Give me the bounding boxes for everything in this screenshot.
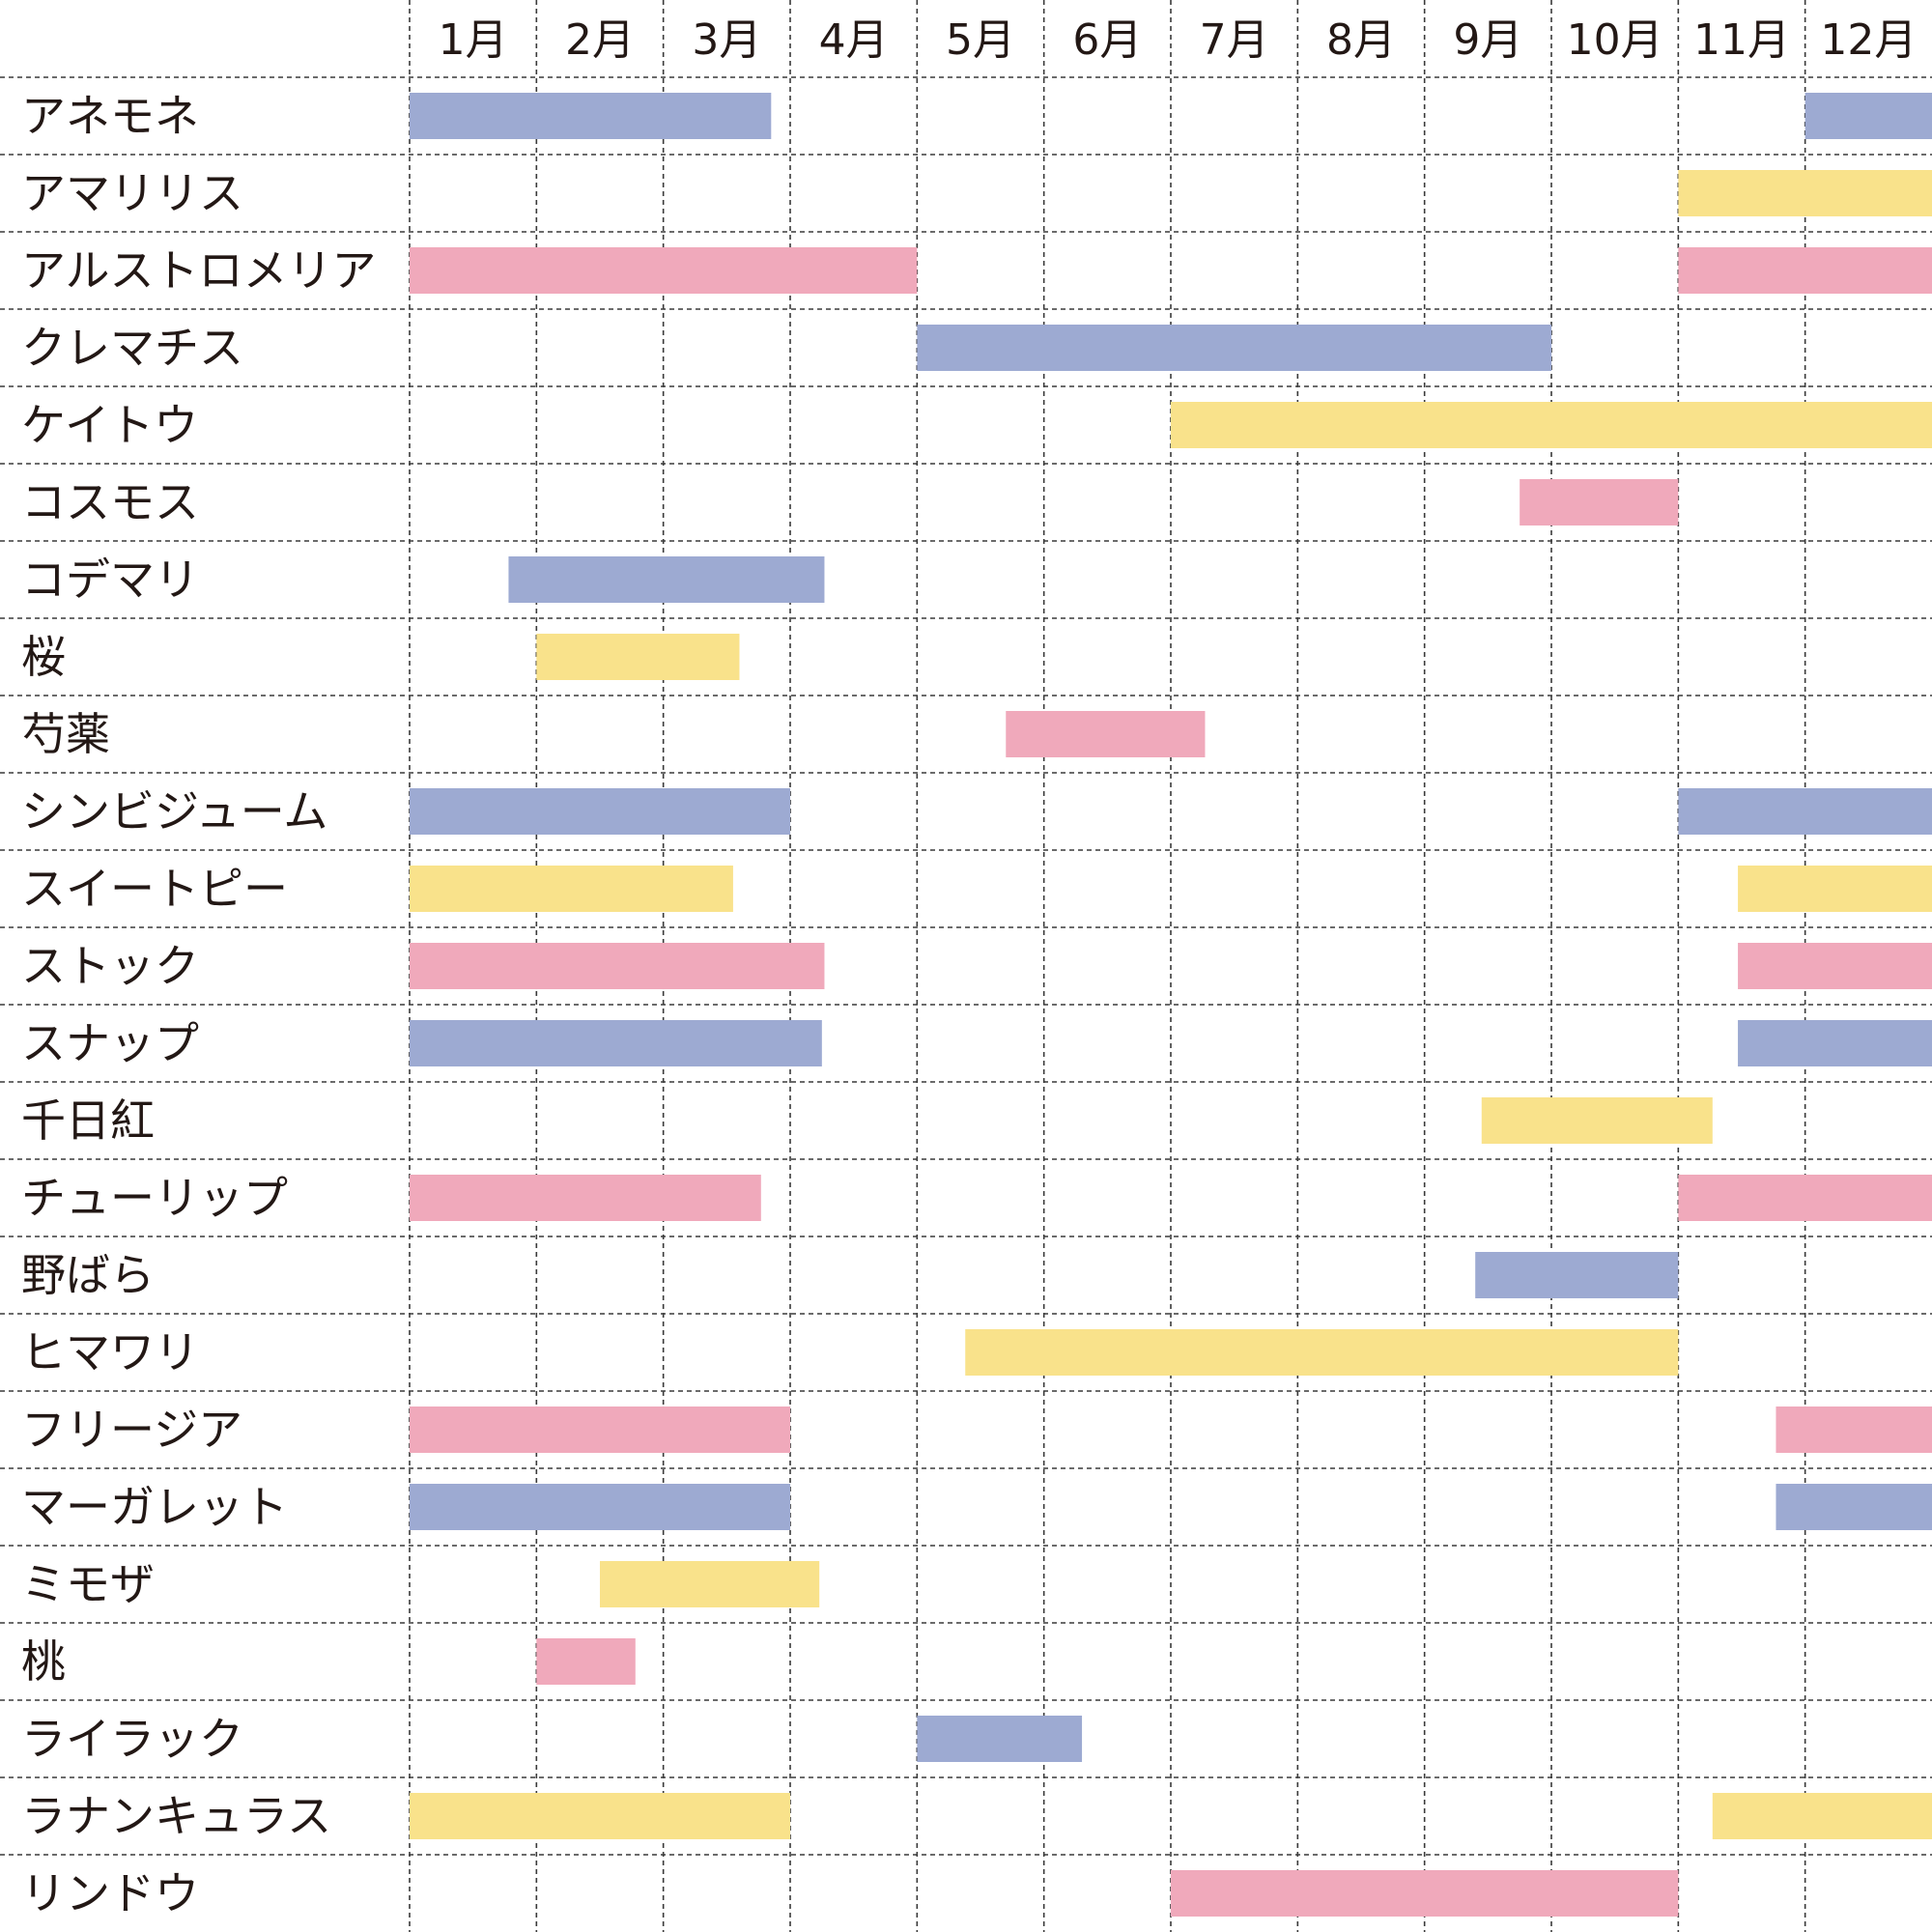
- flower-label: 野ばら: [21, 1249, 155, 1301]
- season-bar: [1475, 1252, 1679, 1298]
- month-label: 2月: [565, 15, 635, 65]
- season-bar: [1678, 1175, 1932, 1221]
- season-bar: [410, 1406, 790, 1453]
- season-bar: [410, 1484, 790, 1530]
- month-label: 6月: [1072, 15, 1142, 65]
- flower-axis: アネモネアマリリスアルストロメリアクレマチスケイトウコスモスコデマリ桜芍薬シンビ…: [21, 90, 377, 1919]
- season-bar: [1738, 1020, 1932, 1066]
- flower-label: スナップ: [21, 1017, 199, 1069]
- season-bar: [410, 1175, 761, 1221]
- season-bar: [536, 634, 740, 680]
- season-bar: [410, 943, 825, 989]
- season-bar: [1678, 247, 1932, 294]
- season-bar: [1678, 170, 1932, 216]
- season-bar: [508, 556, 825, 603]
- season-bar: [1171, 402, 1932, 448]
- flower-label: シンビジューム: [21, 785, 327, 838]
- flower-label: 千日紅: [21, 1094, 155, 1147]
- season-bar: [1171, 1870, 1679, 1917]
- season-bar: [410, 247, 918, 294]
- flower-label: クレマチス: [21, 322, 243, 374]
- flower-label: マーガレット: [21, 1481, 288, 1533]
- flower-label: チューリップ: [21, 1172, 288, 1224]
- season-bar: [1678, 788, 1932, 835]
- season-bar: [1481, 1097, 1713, 1144]
- flower-label: コスモス: [21, 476, 199, 528]
- season-bar: [917, 325, 1551, 371]
- flower-label: ストック: [21, 940, 199, 992]
- season-bar: [410, 1020, 822, 1066]
- season-bar: [1776, 1406, 1932, 1453]
- flower-label: ラナンキュラス: [21, 1790, 331, 1842]
- season-bar: [600, 1561, 820, 1607]
- month-label: 8月: [1326, 15, 1396, 65]
- month-label: 4月: [819, 15, 889, 65]
- season-bar: [410, 1793, 790, 1839]
- season-bar: [917, 1716, 1083, 1762]
- season-bar: [536, 1638, 636, 1685]
- season-bar: [1006, 711, 1206, 757]
- flower-label: 芍薬: [21, 708, 110, 760]
- month-label: 5月: [946, 15, 1015, 65]
- season-bar: [965, 1329, 1679, 1376]
- month-label: 3月: [692, 15, 761, 65]
- flower-label: リンドウ: [21, 1867, 199, 1919]
- month-label: 12月: [1820, 15, 1917, 65]
- flower-label: ケイトウ: [21, 399, 198, 451]
- season-bar: [410, 93, 772, 139]
- flower-label: 桜: [21, 631, 66, 683]
- month-label: 1月: [439, 15, 508, 65]
- season-bar: [410, 866, 733, 912]
- flower-label: ヒマワリ: [21, 1326, 199, 1378]
- flower-label: コデマリ: [21, 554, 199, 606]
- month-label: 11月: [1693, 15, 1790, 65]
- season-bar: [1776, 1484, 1932, 1530]
- flower-label: アマリリス: [21, 167, 243, 219]
- season-bar: [1738, 866, 1932, 912]
- flower-label: アネモネ: [21, 90, 199, 142]
- month-label: 9月: [1453, 15, 1522, 65]
- month-label: 7月: [1200, 15, 1269, 65]
- flower-label: 桃: [21, 1635, 66, 1688]
- season-bar: [410, 788, 790, 835]
- season-bar: [1712, 1793, 1932, 1839]
- season-bar: [1738, 943, 1932, 989]
- flower-label: フリージア: [21, 1404, 242, 1456]
- month-label: 10月: [1567, 15, 1663, 65]
- season-bar: [1804, 93, 1932, 139]
- flower-label: ライラック: [21, 1713, 243, 1765]
- season-bar: [1520, 479, 1679, 526]
- flower-label: スイートピー: [21, 863, 288, 915]
- flower-label: アルストロメリア: [21, 244, 377, 297]
- season-bars: [410, 93, 1932, 1917]
- flower-label: ミモザ: [21, 1558, 155, 1610]
- month-axis: 1月 2月 3月 4月 5月 6月 7月 8月 9月 10月 11月 12月: [439, 15, 1918, 65]
